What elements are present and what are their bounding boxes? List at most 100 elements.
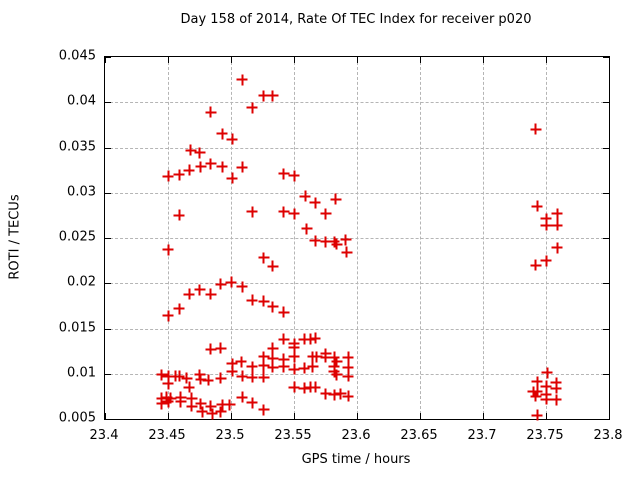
data-point-marker xyxy=(216,161,228,172)
data-point-marker xyxy=(298,333,310,345)
y-tick-label: 0.045 xyxy=(58,48,96,64)
data-point-marker xyxy=(258,90,270,102)
data-point-marker xyxy=(267,260,279,272)
data-point-marker xyxy=(246,206,258,218)
data-point-marker xyxy=(162,378,174,390)
x-tick-label: 23.6 xyxy=(341,428,371,443)
data-point-marker xyxy=(215,278,227,290)
data-point-marker xyxy=(185,144,197,156)
data-point-marker xyxy=(186,400,198,412)
x-tick-label: 23.55 xyxy=(274,428,312,443)
data-point-marker xyxy=(551,208,563,220)
x-tick-label: 23.7 xyxy=(467,428,497,443)
data-point-marker xyxy=(301,223,313,235)
data-point-marker xyxy=(206,408,218,420)
data-point-marker xyxy=(246,294,258,306)
data-point-marker xyxy=(195,373,207,385)
data-point-marker xyxy=(226,365,238,377)
data-point-marker xyxy=(278,361,290,372)
data-point-marker xyxy=(311,351,323,363)
x-tick-mark xyxy=(294,57,295,63)
data-point-marker xyxy=(226,133,238,145)
data-point-marker xyxy=(342,390,354,402)
x-tick-label: 23.75 xyxy=(526,428,564,443)
data-point-marker xyxy=(224,399,236,411)
data-point-marker xyxy=(246,102,258,114)
data-point-marker xyxy=(278,353,290,365)
data-point-marker xyxy=(551,219,563,231)
chart-title: Day 158 of 2014, Rate Of TEC Index for r… xyxy=(180,12,532,27)
y-gridline xyxy=(105,328,609,330)
data-point-marker xyxy=(186,392,198,404)
y-tick-mark xyxy=(105,102,111,104)
data-point-marker xyxy=(530,390,542,402)
data-point-marker xyxy=(299,190,311,202)
data-point-marker xyxy=(331,369,343,381)
data-point-marker xyxy=(162,310,174,322)
y-tick-mark xyxy=(105,419,111,420)
data-point-marker xyxy=(320,351,331,363)
data-point-marker xyxy=(331,356,343,368)
data-point-marker xyxy=(267,361,279,373)
y-gridline xyxy=(105,283,609,285)
data-point-marker xyxy=(173,370,185,382)
y-tick-mark xyxy=(603,328,609,330)
y-tick-label: 0.04 xyxy=(67,93,96,109)
data-point-marker xyxy=(307,361,319,372)
y-tick-mark xyxy=(603,238,609,239)
data-point-marker xyxy=(205,400,217,412)
x-tick-mark xyxy=(231,57,232,63)
data-point-marker xyxy=(173,303,185,315)
x-axis-label: GPS time / hours xyxy=(301,452,411,467)
data-point-marker xyxy=(194,284,205,296)
x-tick-mark xyxy=(546,57,547,63)
data-point-marker xyxy=(246,361,258,372)
data-point-marker xyxy=(205,158,217,170)
data-point-marker xyxy=(288,381,300,393)
x-tick-mark xyxy=(231,413,232,419)
data-point-marker xyxy=(225,276,237,288)
data-point-marker xyxy=(162,396,174,408)
data-point-marker xyxy=(267,342,279,354)
data-point-marker xyxy=(258,351,270,363)
data-point-marker xyxy=(216,128,228,140)
data-point-marker xyxy=(205,106,217,118)
data-point-marker xyxy=(288,351,300,363)
data-point-marker xyxy=(194,369,205,381)
y-tick-mark xyxy=(603,283,609,285)
x-tick-label: 23.4 xyxy=(89,428,119,443)
data-point-marker xyxy=(540,213,552,225)
data-point-marker xyxy=(236,281,248,293)
y-tick-mark xyxy=(105,147,111,149)
data-point-marker xyxy=(173,169,185,181)
x-tick-label: 23.65 xyxy=(400,428,438,443)
data-point-marker xyxy=(195,398,207,410)
y-tick-mark xyxy=(603,373,609,375)
y-tick-mark xyxy=(105,283,111,285)
data-point-marker xyxy=(267,301,279,313)
y-tick-mark xyxy=(105,328,111,330)
y-gridline xyxy=(105,102,609,104)
data-point-marker xyxy=(165,392,177,404)
data-point-marker xyxy=(196,406,208,418)
data-point-marker xyxy=(342,361,354,373)
data-point-marker xyxy=(156,398,168,410)
data-point-marker xyxy=(320,236,331,248)
data-point-marker xyxy=(181,372,193,384)
data-point-marker xyxy=(288,363,300,375)
data-point-marker xyxy=(540,393,552,405)
data-point-marker xyxy=(320,388,331,400)
data-point-marker xyxy=(309,197,321,209)
data-point-marker xyxy=(540,255,552,267)
data-point-marker xyxy=(320,208,331,220)
x-tick-mark xyxy=(420,57,421,63)
data-point-marker xyxy=(236,74,248,86)
data-point-marker xyxy=(183,381,195,393)
data-point-marker xyxy=(258,295,270,307)
x-tick-mark xyxy=(357,413,358,419)
x-tick-label: 23.45 xyxy=(148,428,186,443)
data-point-marker xyxy=(342,351,354,363)
x-tick-mark xyxy=(546,413,547,419)
data-point-marker xyxy=(278,206,290,218)
data-point-marker xyxy=(235,356,247,368)
